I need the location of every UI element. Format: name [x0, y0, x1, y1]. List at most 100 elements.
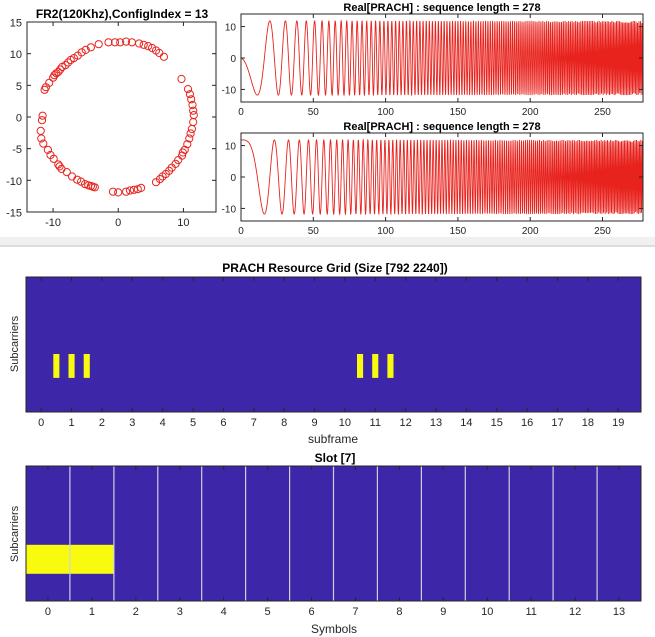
x-tick-label: 18	[582, 417, 594, 429]
x-tick-label: 200	[522, 107, 539, 118]
waveform-bottom-chart: Real[PRACH] : sequence length = 278 0 50 1…	[222, 121, 644, 237]
constellation-point	[37, 134, 46, 143]
constellation-point	[108, 187, 118, 196]
x-tick-label: 9	[311, 417, 317, 429]
prach-occupied-block	[68, 354, 75, 378]
constellation-point	[144, 42, 153, 51]
constellation-point	[94, 40, 103, 49]
constellation-point	[104, 38, 113, 47]
x-tick-label: 100	[377, 107, 394, 118]
constellation-point	[183, 140, 192, 149]
x-tick-label: 19	[612, 417, 624, 429]
constellation-point	[189, 106, 198, 115]
resource-grid-chart: PRACH Resource Grid (Size [792 2240]) 0 1…	[9, 261, 642, 446]
x-tick-label: 16	[521, 417, 533, 429]
constellation-point	[188, 100, 197, 110]
waveform-top-title: Real[PRACH] : sequence length = 278	[343, 2, 540, 14]
constellation-point	[43, 145, 53, 154]
x-tick-label: 8	[281, 417, 287, 429]
y-tick-label: -10	[6, 176, 22, 188]
constellation-point	[155, 175, 165, 184]
y-tick-label: -5	[12, 144, 22, 156]
x-tick-label: 1	[89, 606, 95, 618]
x-tick-label: 2	[133, 606, 139, 618]
constellation-point	[178, 148, 187, 157]
y-tick-label: -10	[222, 204, 237, 215]
constellation-point	[177, 74, 186, 84]
constellation-point	[125, 186, 135, 195]
y-tick-label: 0	[230, 54, 236, 65]
x-tick-label: 14	[460, 417, 472, 429]
x-tick-label: 7	[251, 417, 257, 429]
x-tick-label: 17	[551, 417, 563, 429]
resource-grid-ticks: 0 1 2 3 4 5 6 7 8 9 10 11 12 13 14 15 16 17 18 19	[38, 277, 624, 429]
constellation-point	[116, 38, 125, 47]
constellation-point	[122, 37, 131, 46]
y-tick-label: 15	[10, 18, 22, 30]
constellation-point	[114, 188, 123, 197]
constellation-point	[186, 129, 195, 138]
constellation-point	[40, 85, 49, 94]
x-tick-label: 6	[220, 417, 226, 429]
constellation-point	[38, 111, 47, 120]
y-tick-label: -15	[6, 208, 22, 220]
x-tick-label: 4	[160, 417, 166, 429]
slot-grid-chart: Slot [7] 0 1 2 3 4 5 6 7 8 9 10 11 12 13 Symbols Subc…	[9, 451, 642, 636]
constellation-title: FR2(120Khz),ConfigIndex = 13	[36, 7, 209, 21]
constellation-point	[185, 90, 194, 99]
x-tick-label: -10	[45, 217, 61, 229]
x-tick-label: 5	[265, 606, 271, 618]
x-tick-label: 50	[308, 107, 320, 118]
constellation-point	[139, 40, 148, 49]
y-tick-label: -10	[222, 85, 237, 96]
x-tick-label: 11	[525, 606, 536, 618]
slot-grid-cells	[26, 466, 641, 601]
x-tick-label: 10	[177, 217, 189, 229]
x-tick-label: 150	[450, 107, 467, 118]
x-tick-label: 2	[99, 417, 105, 429]
waveform-series-line	[240, 19, 644, 97]
constellation-point	[64, 58, 73, 67]
prach-occupied-block	[372, 354, 379, 378]
resource-grid-cells	[26, 277, 641, 412]
y-tick-label: 10	[10, 49, 22, 61]
constellation-point	[81, 45, 90, 55]
x-tick-label: 10	[481, 606, 493, 618]
constellation-point	[49, 73, 58, 82]
x-tick-label: 7	[352, 606, 358, 618]
slot-grid-xlabel: Symbols	[311, 622, 357, 636]
y-tick-label: 10	[225, 142, 237, 153]
constellation-point	[189, 111, 198, 120]
constellation-point	[185, 134, 194, 143]
slot-grid-ticks: 0 1 2 3 4 5 6 7 8 9 10 11 12 13	[45, 466, 625, 618]
constellation-point	[39, 139, 48, 148]
resource-grid-ylabel: Subcarriers	[9, 315, 21, 372]
prach-occupied-block	[53, 354, 60, 378]
resource-grid-axes-frame	[25, 276, 642, 413]
constellation-point	[122, 187, 131, 196]
x-tick-label: 100	[377, 226, 394, 237]
x-tick-label: 13	[613, 606, 625, 618]
prach-occupied-block	[357, 354, 364, 378]
constellation-chart: FR2(120Khz),ConfigIndex = 13 -10 0 10 -15 -1…	[6, 7, 217, 229]
x-tick-label: 11	[370, 417, 381, 429]
constellation-point	[37, 116, 47, 125]
slot-grid-title: Slot [7]	[315, 451, 356, 465]
y-tick-label: 10	[225, 23, 237, 34]
x-tick-label: 12	[400, 417, 412, 429]
constellation-ticks: -10 0 10 -15 -10 -5 0 5 10 15	[6, 18, 216, 229]
constellation-point	[62, 168, 71, 177]
constellation-point	[49, 154, 58, 163]
constellation-point	[86, 43, 96, 52]
x-tick-label: 0	[115, 217, 121, 229]
x-tick-label: 13	[430, 417, 442, 429]
x-tick-label: 150	[450, 226, 467, 237]
figure-separator	[0, 237, 655, 247]
resource-grid-xlabel: subframe	[308, 432, 358, 446]
constellation-points	[36, 37, 198, 197]
constellation-point	[66, 55, 75, 65]
resource-grid-title: PRACH Resource Grid (Size [792 2240])	[222, 261, 447, 275]
